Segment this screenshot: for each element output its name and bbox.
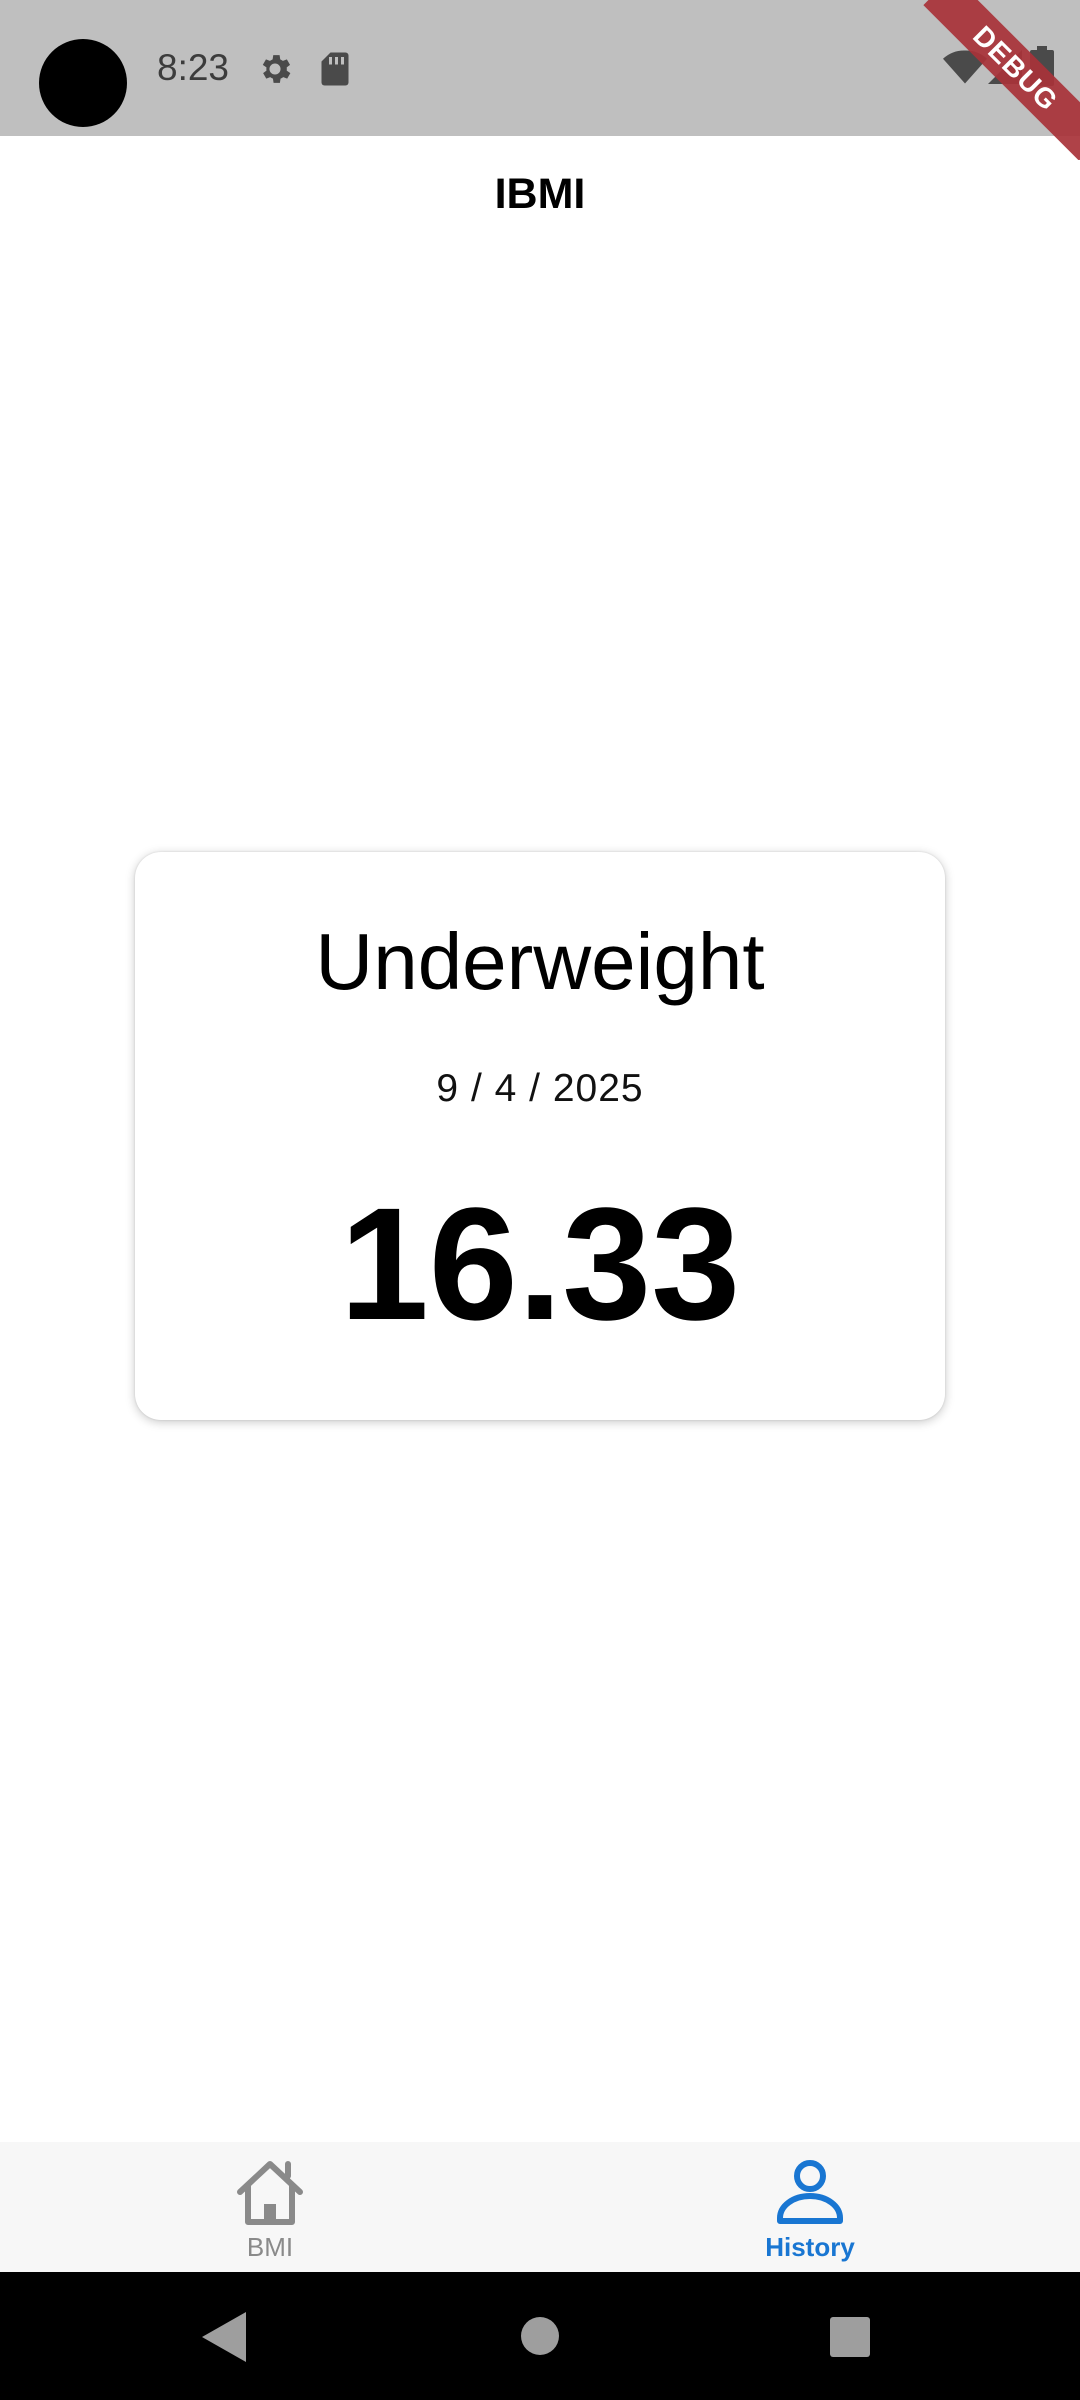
bottom-navigation: BMI History — [0, 2142, 1080, 2272]
nav-label-bmi: BMI — [246, 2232, 294, 2262]
home-circle-icon[interactable] — [521, 2317, 559, 2355]
person-icon — [777, 2160, 843, 2224]
nav-label-history: History — [765, 2232, 855, 2262]
battery-icon — [1030, 46, 1054, 86]
nav-item-bmi[interactable]: BMI — [0, 2142, 540, 2272]
bmi-category: Underweight — [315, 917, 765, 1006]
app-bar: IBMI — [0, 136, 1080, 252]
result-date: 9 / 4 / 2025 — [436, 1067, 644, 1110]
sd-card-icon — [321, 52, 349, 86]
home-icon — [237, 2161, 303, 2225]
recents-icon[interactable] — [830, 2317, 870, 2357]
camera-cutout — [39, 39, 127, 127]
nav-item-history[interactable]: History — [540, 2142, 1080, 2272]
back-icon[interactable] — [202, 2312, 246, 2362]
bmi-result-card: Underweight 9 / 4 / 2025 16.33 — [135, 852, 945, 1420]
wifi-icon — [943, 50, 987, 84]
bmi-value: 16.33 — [339, 1174, 741, 1353]
gear-icon — [262, 55, 291, 83]
cell-signal-icon — [988, 50, 1022, 84]
app-title: IBMI — [494, 169, 586, 218]
status-time: 8:23 — [157, 47, 230, 88]
status-bar: 8:23 DEBUG — [0, 0, 1080, 160]
system-navigation-bar — [0, 2272, 1080, 2400]
